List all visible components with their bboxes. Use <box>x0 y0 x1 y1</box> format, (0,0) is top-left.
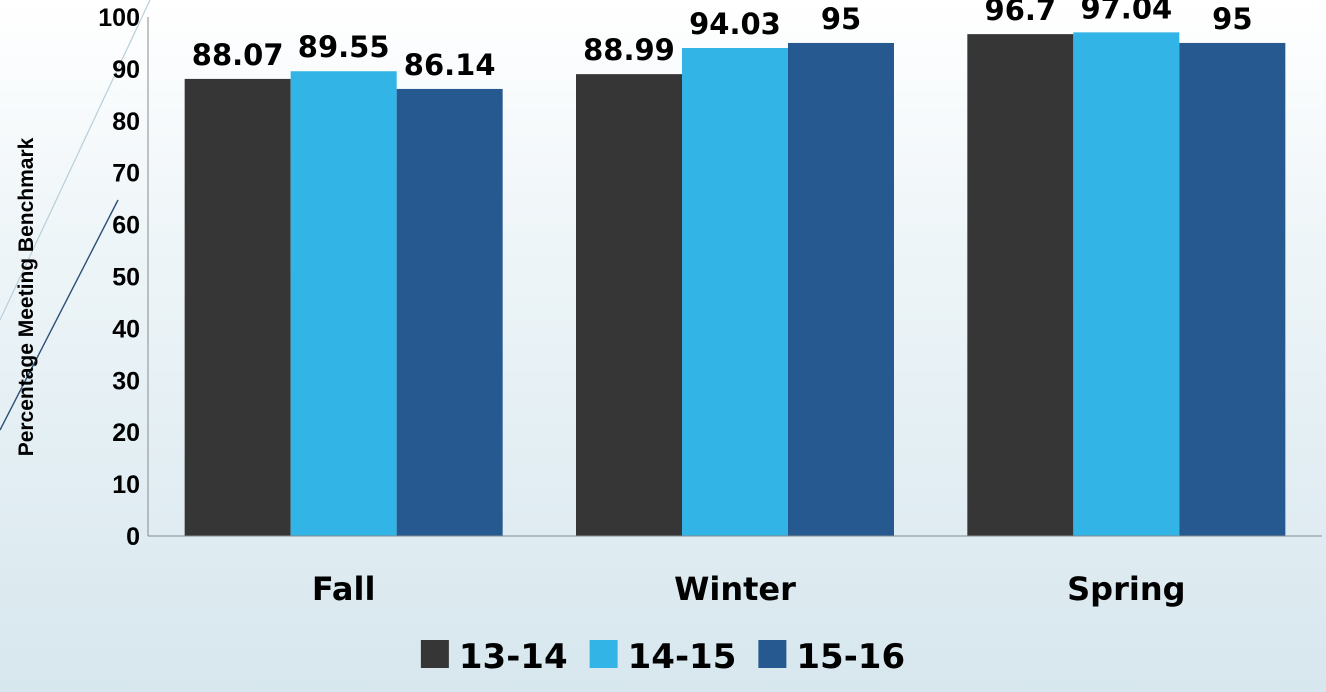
x-category-label: Winter <box>674 570 796 608</box>
data-label: 95 <box>821 2 861 36</box>
bar-14-15-fall <box>290 71 397 536</box>
bar-15-16-winter <box>788 42 894 536</box>
y-tick-label: 50 <box>112 264 140 292</box>
y-tick-label: 0 <box>126 523 140 551</box>
data-label: 94.03 <box>689 7 781 41</box>
y-tick-label: 30 <box>112 367 140 395</box>
y-tick-label: 60 <box>112 212 140 240</box>
legend-swatch <box>758 640 787 668</box>
legend-swatch <box>420 640 449 668</box>
y-tick-label: 70 <box>112 160 140 188</box>
x-category-label: Spring <box>1067 570 1185 608</box>
data-label: 86.14 <box>404 48 496 82</box>
y-axis-title: Percentage Meeting Benchmark <box>15 137 38 456</box>
data-label: 97.04 <box>1080 0 1172 25</box>
bars <box>184 32 1286 537</box>
bar-14-15-spring <box>1073 32 1180 537</box>
data-label: 96.7 <box>985 0 1057 27</box>
legend-label: 13-14 <box>459 637 568 677</box>
y-tick-label: 20 <box>112 419 140 447</box>
bar-13-14-winter <box>576 74 682 536</box>
decorative-lines <box>0 0 151 431</box>
y-axis: 0 10 20 30 40 50 60 70 80 90 100 <box>98 4 149 551</box>
data-label: 95 <box>1212 2 1252 36</box>
legend-label: 14-15 <box>628 637 737 677</box>
legend-item-13-14: 13-14 <box>420 637 568 677</box>
y-tick-label: 40 <box>112 315 140 343</box>
legend: 13-14 14-15 15-16 <box>420 637 905 677</box>
legend-item-15-16: 15-16 <box>758 637 905 677</box>
data-label: 88.07 <box>192 38 284 72</box>
bar-14-15-winter <box>682 47 788 536</box>
legend-label: 15-16 <box>796 637 905 677</box>
x-category-label: Fall <box>312 570 376 608</box>
data-label: 89.55 <box>298 30 390 64</box>
bar-13-14-spring <box>967 34 1074 536</box>
y-tick-label: 80 <box>112 108 140 136</box>
data-labels: 88.07 89.55 86.14 88.99 94.03 95 96.7 97.04 95 <box>192 0 1253 82</box>
bar-15-16-spring <box>1179 42 1286 536</box>
legend-swatch <box>589 640 618 668</box>
y-tick-label: 90 <box>112 56 140 84</box>
x-axis: Fall Winter Spring <box>148 535 1322 608</box>
bar-13-14-fall <box>184 78 291 537</box>
legend-item-14-15: 14-15 <box>589 637 737 677</box>
y-tick-label: 100 <box>98 4 140 32</box>
data-label: 88.99 <box>583 33 675 67</box>
y-tick-label: 10 <box>112 471 140 499</box>
bar-15-16-fall <box>396 88 503 536</box>
